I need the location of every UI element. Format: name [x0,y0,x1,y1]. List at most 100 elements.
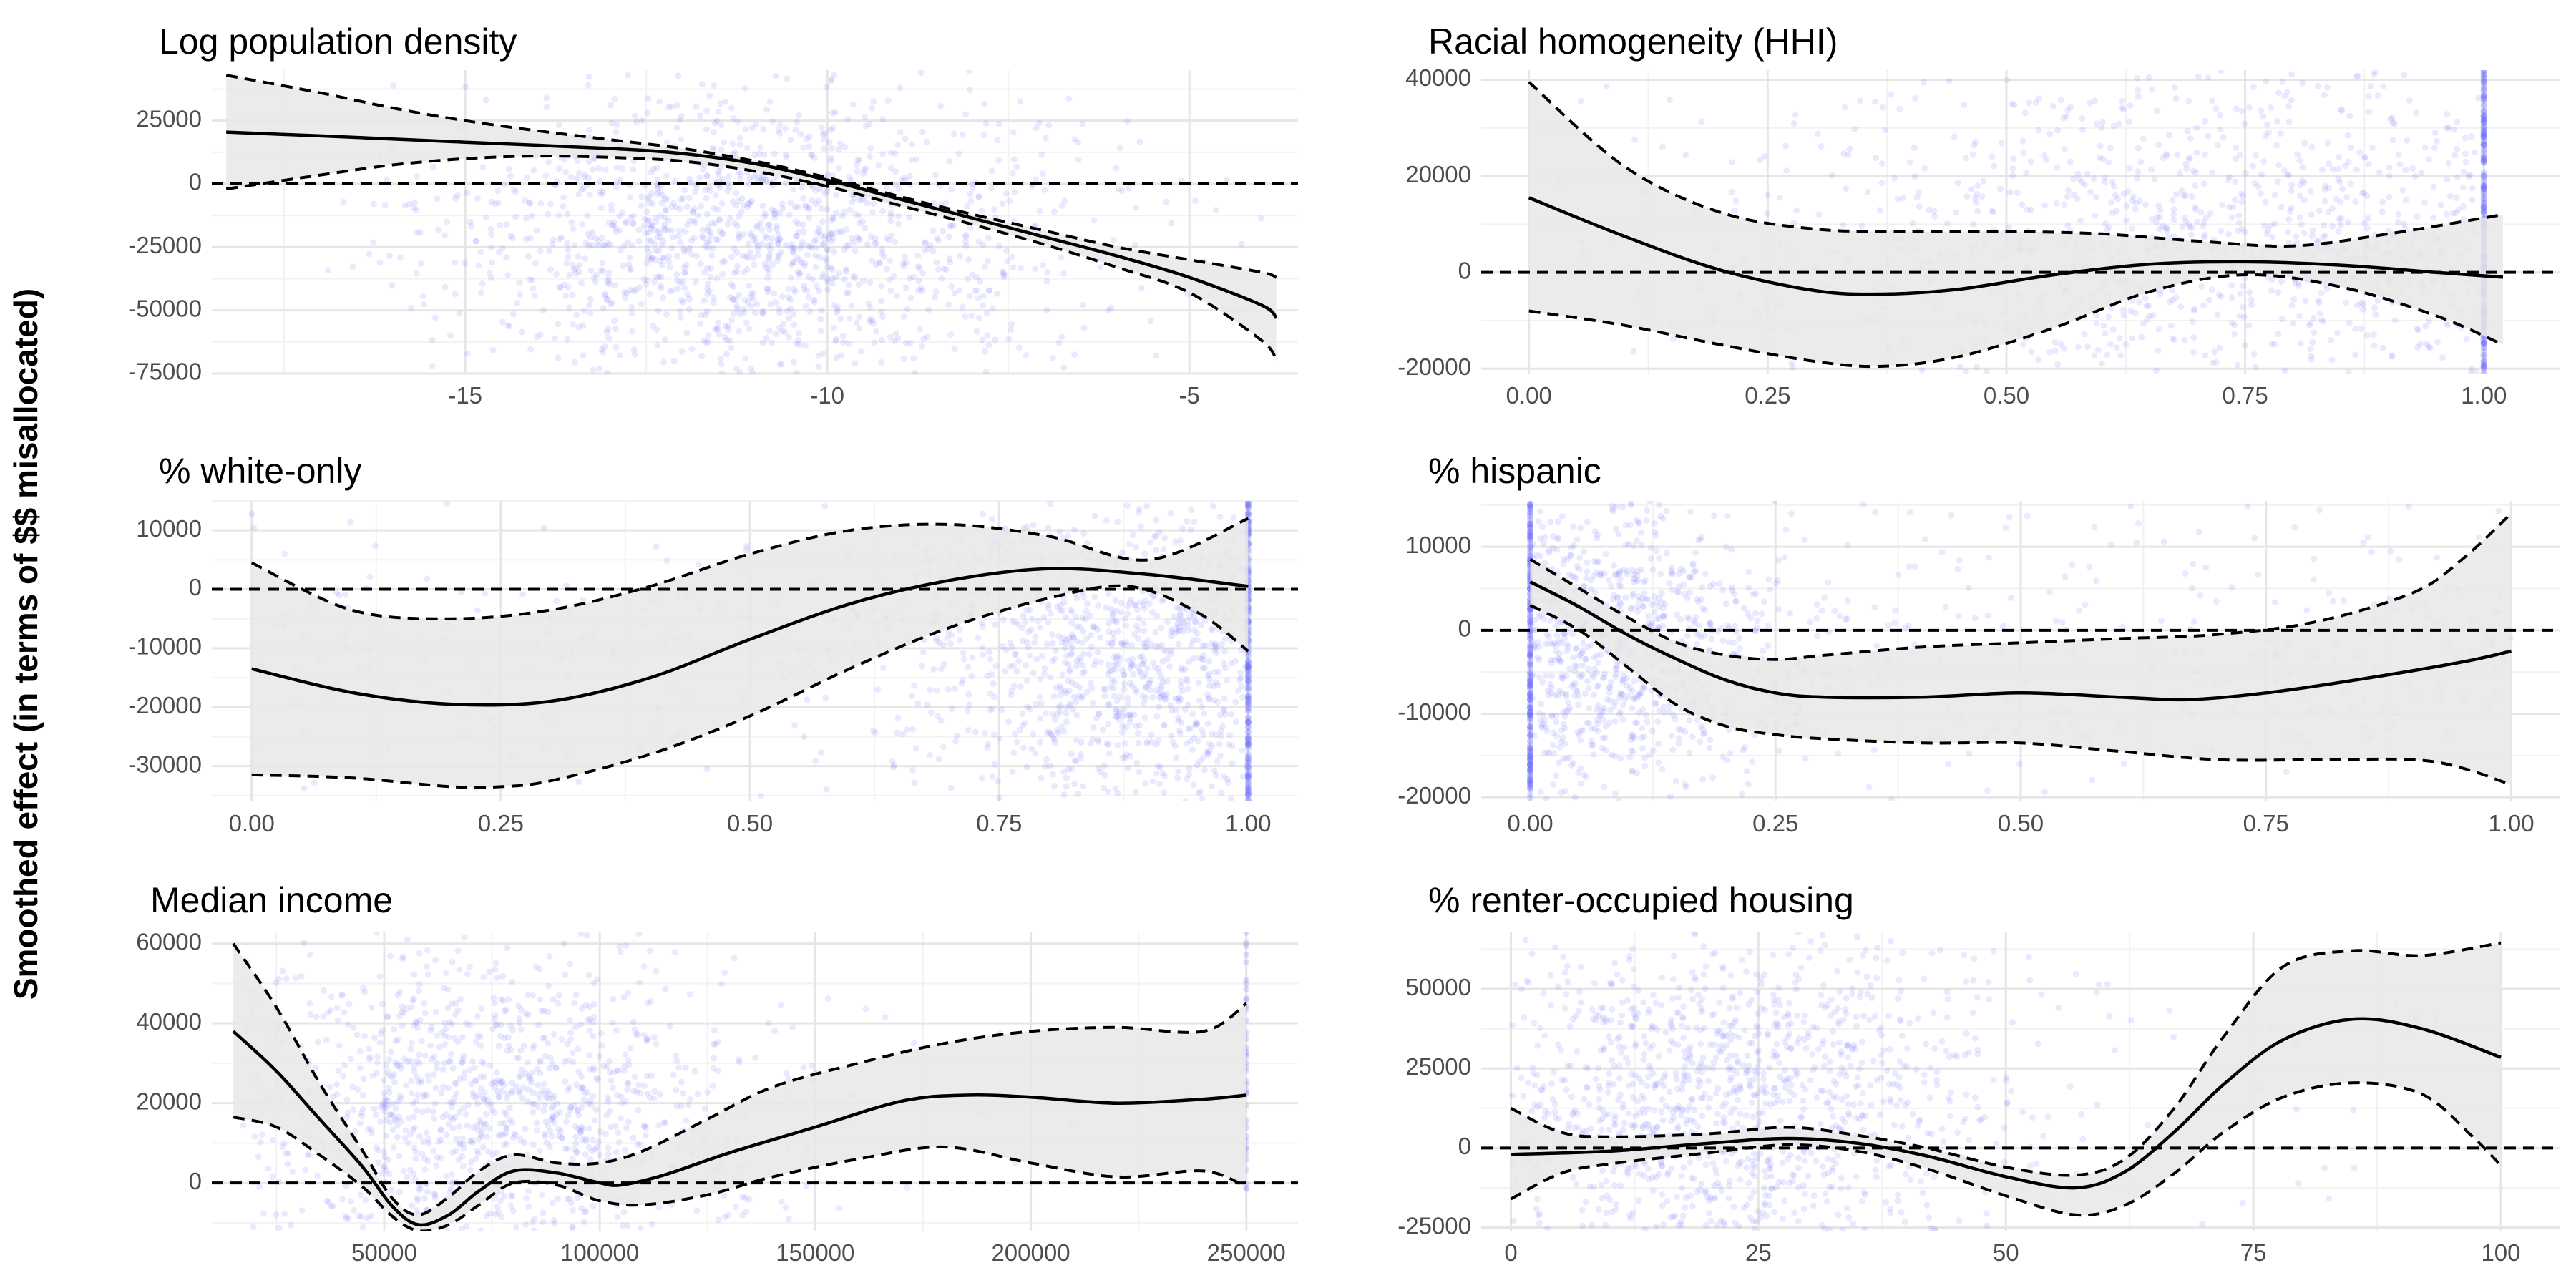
scatter-point [623,218,630,225]
scatter-point [1030,670,1037,677]
scatter-point [1012,650,1019,658]
scatter-point [705,338,712,346]
scatter-point [1048,730,1054,737]
scatter-point [1844,615,1850,623]
scatter-point [742,355,749,362]
scatter-point [1244,759,1252,766]
scatter-point [1998,140,2005,147]
scatter-point [444,501,451,507]
scatter-point [1030,731,1037,738]
scatter-point [992,336,999,343]
scatter-point [462,84,469,91]
scatter-point [2099,119,2107,126]
scatter-point [762,176,769,183]
scatter-point [2240,283,2246,290]
scatter-point [1112,665,1119,673]
scatter-point [751,261,758,268]
scatter-point [2059,619,2066,625]
scatter-point [1542,673,1549,680]
scatter-point [1979,193,1986,200]
scatter-point [627,286,634,293]
scatter-point [1244,719,1252,726]
scatter-point [1635,518,1642,525]
scatter-point [2252,364,2259,371]
scatter-point [550,236,557,243]
y-tick-label: -20000 [1397,353,1471,380]
scatter-point [1220,660,1227,667]
scatter-point [749,369,756,374]
scatter-point [553,270,560,278]
scatter-point [2339,185,2346,192]
scatter-point [2098,125,2105,132]
scatter-point [2480,157,2487,164]
scatter-point [2225,230,2233,238]
scatter-point [1186,766,1193,772]
scatter-point [1128,683,1136,690]
scatter-point [1153,532,1160,540]
scatter-point [1065,688,1073,695]
scatter-point [575,779,582,786]
scatter-point [1005,336,1013,343]
scatter-point [2343,194,2351,200]
scatter-point [1111,678,1118,686]
scatter-point [1036,693,1043,701]
scatter-point [2480,124,2487,131]
scatter-point [2297,340,2304,347]
scatter-point [686,195,693,201]
scatter-point [1020,525,1028,532]
scatter-point [1113,619,1120,625]
scatter-point [781,328,789,336]
scatter-point [2460,203,2467,210]
scatter-point [688,346,696,353]
scatter-point [1619,504,1626,511]
scatter-point [575,190,582,197]
scatter-point [2172,94,2180,102]
scatter-point [801,263,808,270]
scatter-point [1009,618,1016,625]
scatter-point [503,221,510,228]
scatter-point [2028,206,2035,213]
scatter-point [1694,716,1701,723]
scatter-point [628,242,635,249]
scatter-point [1105,661,1112,668]
scatter-point [2167,322,2175,329]
scatter-point [635,226,643,233]
scatter-point [435,226,442,233]
scatter-point [2105,313,2112,321]
scatter-point [648,256,655,263]
scatter-point [1090,623,1097,630]
scatter-point [828,217,835,224]
scatter-point [2014,190,2021,196]
scatter-point [2082,601,2089,608]
scatter-point [2246,288,2253,296]
scatter-point [1590,673,1597,680]
scatter-point [859,218,866,225]
scatter-point [1752,590,1760,597]
scatter-point [1095,602,1102,609]
scatter-point [1108,304,1115,311]
scatter-point [1591,691,1597,698]
scatter-point [624,72,631,79]
scatter-point [1149,778,1156,785]
scatter-point [655,248,663,255]
scatter-point [1699,605,1707,612]
scatter-point [2242,170,2249,177]
scatter-point [1161,721,1168,728]
scatter-point [707,265,714,272]
scatter-point [1197,621,1204,628]
scatter-point [2155,203,2162,210]
scatter-point [1639,706,1646,713]
scatter-point [2189,224,2196,231]
scatter-point [1237,669,1244,676]
scatter-point [2009,172,2016,179]
scatter-point [713,275,721,282]
scatter-point [2123,203,2130,210]
scatter-point [824,275,831,283]
scatter-point [747,365,754,372]
scatter-point [1645,620,1652,627]
scatter-point [2195,73,2202,80]
scatter-point [677,313,684,321]
scatter-point [1563,672,1570,679]
scatter-point [1916,203,1923,210]
scatter-point [1053,684,1060,691]
